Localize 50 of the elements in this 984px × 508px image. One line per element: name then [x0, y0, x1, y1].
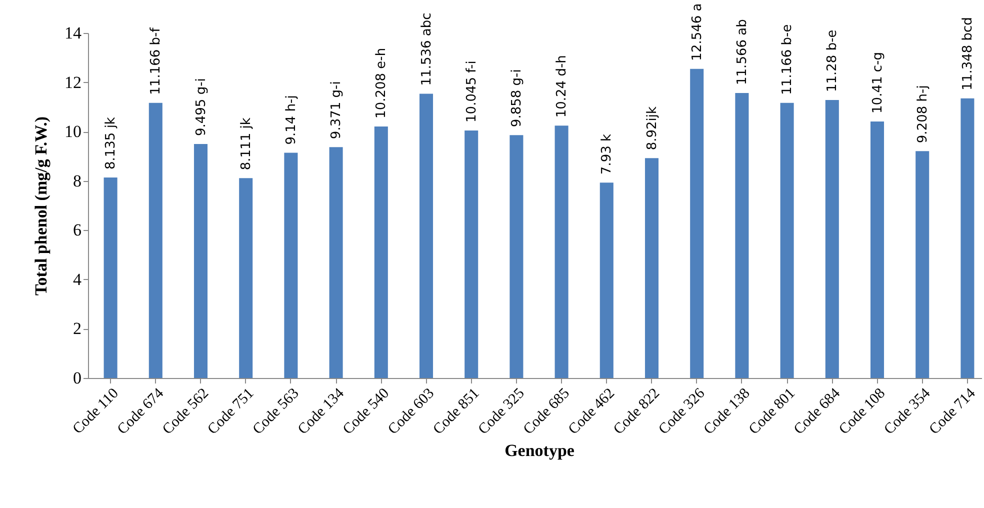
data-label: 9.495 g-i [194, 78, 209, 136]
data-label: 7.93 k [600, 134, 615, 175]
data-label: 11.166 b-e [780, 24, 796, 95]
y-axis-title: Total phenol (mg/g F.W.) [32, 116, 50, 296]
data-label: 9.371 g-i [329, 81, 344, 140]
y-tick-label: 4 [73, 270, 82, 289]
bar [148, 102, 162, 378]
bar [644, 158, 659, 378]
data-label: 8.111 jk [238, 117, 254, 170]
bar [690, 68, 704, 378]
bar [600, 182, 614, 378]
y-tick-label: 0 [73, 368, 82, 388]
y-tick-label: 12 [64, 72, 82, 92]
bar [825, 100, 839, 378]
bar [510, 135, 524, 378]
data-label: 11.536 abc [419, 12, 434, 86]
data-label: 9.208 h-j [915, 85, 930, 144]
bar [194, 144, 208, 378]
data-label: 11.166 b-f [148, 27, 164, 95]
bar [239, 178, 253, 378]
bar [329, 147, 343, 378]
bar [554, 126, 568, 378]
y-tick-label: 10 [64, 122, 82, 142]
data-label: 10.208 e-h [374, 48, 390, 118]
y-tick-label: 14 [64, 24, 82, 42]
data-label: 12.546 a [690, 3, 705, 61]
bar [419, 94, 434, 378]
bar [284, 152, 298, 378]
bar [960, 98, 974, 378]
y-tick-label: 2 [73, 319, 82, 338]
y-tick-label: 8 [73, 171, 82, 190]
bar [916, 151, 930, 378]
data-label: 11.348 bcd [960, 17, 976, 90]
data-label: 11.28 b-e [825, 30, 840, 92]
bar [104, 178, 118, 378]
data-label: 10.24 d-h [554, 55, 570, 118]
y-tick-label: 6 [73, 220, 82, 240]
bar [374, 126, 388, 378]
data-label: 11.566 ab [734, 19, 750, 85]
data-label: 10.045 f-i [464, 60, 480, 122]
bar [780, 102, 794, 378]
data-label: 10.41 c-g [870, 52, 886, 114]
data-label: 8.135 jk [104, 116, 119, 170]
bar [735, 92, 749, 378]
bar [464, 130, 478, 378]
bar [870, 121, 884, 378]
x-axis-title: Genotype [504, 441, 575, 460]
data-label: 9.14 h-j [284, 95, 299, 145]
data-label: 8.92ijk [644, 106, 660, 150]
data-label: 9.858 g-i [509, 69, 524, 128]
